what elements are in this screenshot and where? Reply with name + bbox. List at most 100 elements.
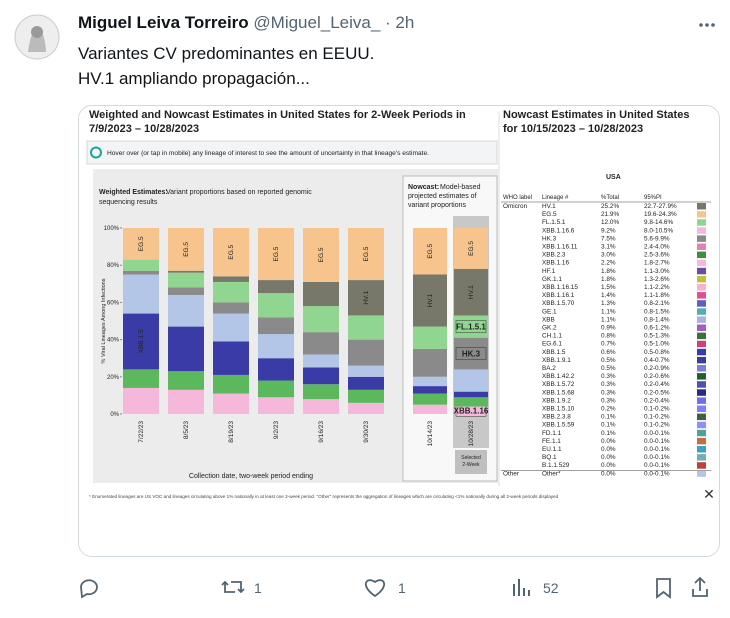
cell: 0.1-0.2% [644,422,670,429]
bar-segment [258,293,294,318]
segment-label: HK.3 [462,350,481,359]
cell: 0.8-1.5% [644,308,670,315]
cell: 5.6-9.9% [644,235,670,242]
cell: 0.1-0.2% [644,406,670,413]
bar-segment [258,358,294,381]
bar-segment [348,228,384,281]
cell: 0.0% [601,454,616,461]
bookmark-button[interactable] [656,578,671,599]
cell: 0.0% [601,462,616,469]
cell: XBB.2.3.8 [542,414,571,421]
handle[interactable]: @Miguel_Leiva_ [253,13,381,32]
cell: XBB.1.5.10 [542,406,575,413]
bar-segment [413,404,447,414]
repost-button[interactable] [221,580,245,594]
bar-segment [348,280,384,316]
avatar[interactable] [14,14,60,60]
bar-segment [258,317,294,335]
reply-button[interactable] [80,579,98,599]
cell: 2.2% [601,260,616,267]
cell: 0.5-1.3% [644,333,670,340]
cell: 0.2-0.9% [644,365,670,372]
cell: FL.1.5.1 [542,219,566,226]
share-button[interactable] [692,576,708,597]
text-line: HV.1 ampliando propagación... [78,69,310,88]
tweet-header: Miguel Leiva Torreiro @Miguel_Leiva_ · 2… [78,13,415,32]
cell: 0.3% [601,389,616,396]
cell: GK.2 [542,325,557,332]
legend-bold: Weighted Estimates: [99,189,168,196]
cell: 8.0-10.5% [644,227,673,234]
swatch [697,235,706,242]
repost-count: 1 [254,580,262,596]
swatch [697,373,706,380]
bar-segment [348,376,384,390]
bar-segment [168,294,204,327]
swatch [697,429,706,437]
legend-text: variant proportions [408,202,466,209]
cell: XBB.1.5.72 [542,381,575,388]
bar-segment [213,302,249,314]
cell: EG.5 [542,211,557,218]
cell: BA.2 [542,365,556,372]
swatch [697,259,706,267]
title: Nowcast Estimates in United States [503,109,689,121]
bar-segment [258,228,294,281]
selected-label: 2-Week [462,462,480,468]
bar-segment [413,393,447,405]
author-name[interactable]: Miguel Leiva Torreiro [78,13,249,32]
cell: XBB.1.16 [542,260,569,267]
cell: 0.0-0.1% [644,470,670,477]
bar-segment [413,326,447,349]
segment-label: HV.1 [363,290,370,304]
cell: 1.8% [601,268,616,275]
media[interactable]: ✕ Weighted and Nowcast Estimates in Unit… [78,105,720,557]
more-button[interactable] [697,17,717,33]
swatch [697,324,706,331]
cell: 0.9% [601,325,616,332]
swatch [697,340,706,348]
cell: 7.5% [601,235,616,242]
cell: 0.7% [601,341,616,348]
bar-segment [213,281,249,303]
cell: 1.4% [601,292,616,299]
cell: 19.6-24.3% [644,211,677,218]
label-box [455,347,487,360]
bar-segment [168,270,204,273]
cell: 9.2% [601,227,616,234]
swatch [697,437,706,445]
cell: Other* [542,470,561,477]
x-tick-label: 9/16/23 [318,421,325,443]
views[interactable] [513,579,530,596]
cell: 1.1-1.8% [644,292,670,299]
cell: 1.3-2.6% [644,276,670,283]
bar-segment [123,387,159,414]
swatch [697,316,706,323]
cell: 0.2-0.4% [644,397,670,404]
like-button[interactable] [365,579,385,598]
cell: HF.1 [542,268,556,275]
cell: 0.3% [601,397,616,404]
bar-segment [123,270,159,275]
segment-label: EG.5 [228,244,235,259]
cell: XBB.1.9.2 [542,397,571,404]
tweet-text: Variantes CV predominantes en EEUU. HV.1 … [78,41,374,91]
swatch [697,284,706,291]
bar-segment [348,389,384,403]
bar-segment [454,228,488,269]
cell: BQ.1 [542,454,557,461]
action-bar: 1 1 52 [80,576,708,599]
segment-label: FL.1.5.1 [456,323,486,332]
x-tick-label: 10/28/23 [468,421,475,447]
y-tick-label: 20% [107,375,120,381]
bar-segment [213,228,249,277]
cell: 0.5% [601,357,616,364]
swatch [697,397,706,404]
cell: 1.1% [601,308,616,315]
legend-text: Model-based [440,184,481,191]
cell: 0.2-0.4% [644,381,670,388]
time[interactable]: 2h [395,13,415,32]
bar-segment [258,380,294,398]
cell: 0.2-0.5% [644,389,670,396]
bar-segment [303,399,339,414]
